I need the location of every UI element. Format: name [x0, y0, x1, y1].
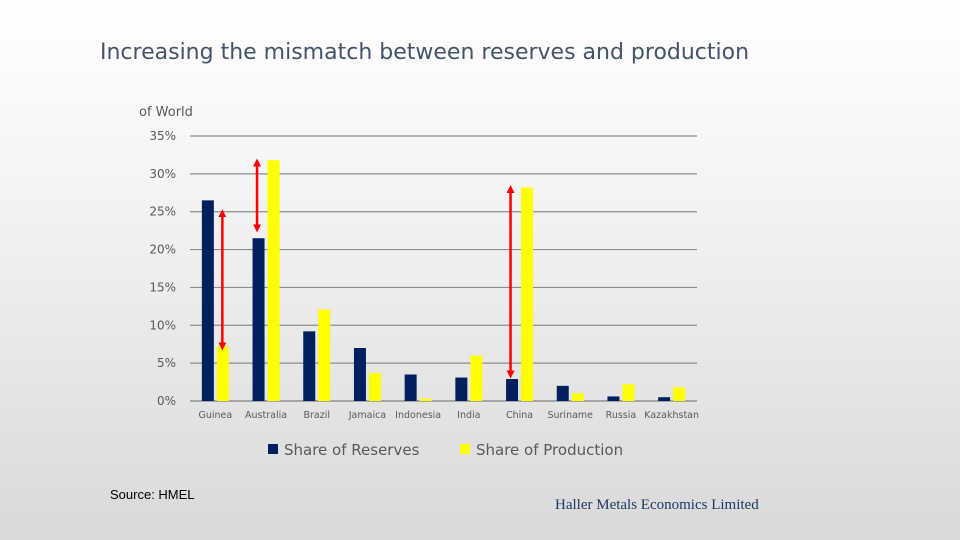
production-bar-russia [622, 384, 635, 401]
bars [201, 160, 686, 401]
production-bar-guinea [216, 346, 229, 401]
slide-title: Increasing the mismatch between reserves… [100, 40, 750, 65]
y-tick-label: 15% [149, 280, 176, 294]
y-tick-label: 35% [149, 129, 176, 143]
reserves-bar-russia [607, 396, 620, 401]
reserves-bar-kazakhstan [658, 397, 671, 401]
x-tick-label: Guinea [198, 410, 232, 421]
reserves-bar-australia [252, 238, 265, 401]
mismatch-arrows [218, 158, 515, 379]
production-bar-indonesia [419, 398, 432, 401]
legend-label: Share of Reserves [284, 441, 420, 459]
gridlines [190, 135, 697, 402]
production-bar-kazakhstan [673, 387, 686, 401]
legend-swatch-production [460, 444, 470, 454]
reserves-bar-brazil [303, 331, 316, 401]
company-footer: Haller Metals Economics Limited [555, 497, 759, 513]
production-bar-brazil [318, 309, 331, 401]
reserves-bar-jamaica [353, 348, 366, 401]
y-tick-label: 10% [149, 318, 176, 332]
x-tick-label: Kazakhstan [644, 410, 699, 421]
x-tick-label: Russia [606, 410, 637, 421]
legend-swatch-reserves [268, 444, 278, 454]
production-bar-china [521, 187, 534, 401]
y-tick-label: 25% [149, 205, 176, 219]
x-tick-label: India [457, 410, 480, 421]
y-axis: of World 0% 5% 10% 15% 20% 25% 30% 35% [139, 105, 193, 408]
reserves-bar-china [506, 379, 519, 401]
production-bar-suriname [571, 393, 584, 401]
y-tick-label: 30% [149, 167, 176, 181]
reserves-bar-guinea [201, 200, 214, 401]
x-tick-label: Suriname [547, 410, 593, 421]
x-axis-labels: Guinea Australia Brazil Jamaica Indonesia Ind… [198, 410, 699, 421]
reserves-bar-indonesia [404, 374, 417, 401]
source-note: Source: HMEL [110, 487, 195, 502]
production-bar-india [470, 355, 483, 401]
reserves-bar-suriname [556, 385, 569, 401]
production-bar-jamaica [368, 372, 381, 401]
x-tick-label: Jamaica [348, 410, 386, 421]
legend-label: Share of Production [476, 441, 623, 459]
y-tick-label: 20% [149, 243, 176, 257]
x-tick-label: China [506, 410, 533, 421]
y-tick-label: 5% [157, 356, 176, 370]
y-axis-title: of World [139, 105, 193, 120]
production-bar-australia [267, 160, 280, 401]
x-tick-label: Australia [245, 410, 287, 421]
x-tick-label: Brazil [303, 410, 330, 421]
y-tick-label: 0% [157, 394, 176, 408]
reserves-bar-india [455, 377, 468, 401]
x-tick-label: Indonesia [395, 410, 441, 421]
legend: Share of Reserves Share of Production [268, 441, 623, 459]
